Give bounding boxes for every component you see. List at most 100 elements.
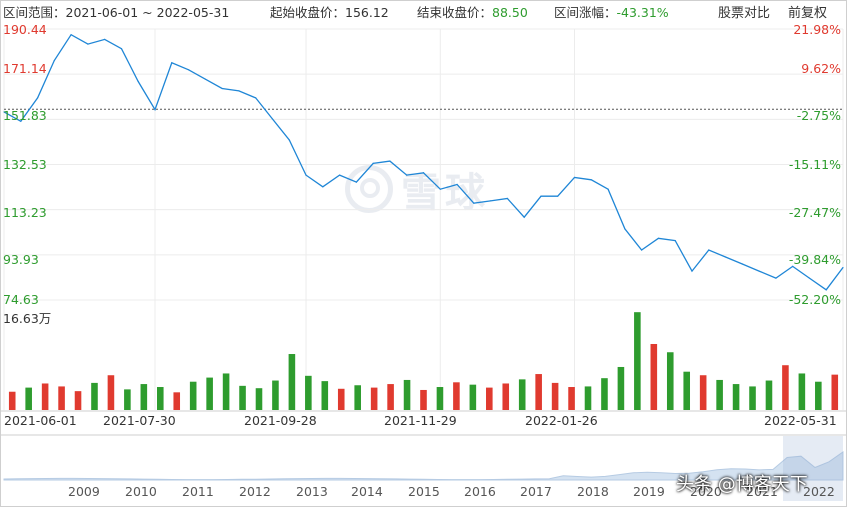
- price-point: [808, 277, 811, 279]
- price-point: [741, 263, 743, 265]
- y-tick-right-4: -27.47%: [788, 205, 841, 220]
- range-sep: ~: [142, 5, 153, 20]
- volume-bar: [41, 383, 49, 410]
- volume-bar: [255, 388, 263, 410]
- volume-bar: [815, 381, 822, 410]
- y-tick-right-5: -39.84%: [788, 252, 841, 267]
- compare-button[interactable]: 股票对比: [718, 6, 771, 21]
- volume-bar: [650, 343, 658, 410]
- price-point: [674, 240, 676, 242]
- volume-max-label: 16.63万: [3, 311, 52, 326]
- price-point: [305, 174, 307, 176]
- y-tick-left-3: 132.53: [3, 157, 47, 172]
- volume-bar: [239, 385, 246, 410]
- price-point: [607, 188, 609, 190]
- price-point: [53, 59, 55, 62]
- nav-year-2016: 2016: [464, 484, 496, 499]
- nav-year-2013: 2013: [296, 484, 328, 499]
- price-point: [691, 270, 693, 272]
- volume-bar: [156, 387, 164, 410]
- y-tick-right-2: -2.75%: [796, 108, 841, 123]
- volume-bar: [601, 378, 608, 410]
- volume-bar: [8, 391, 16, 410]
- volume-bar: [436, 387, 444, 410]
- volume-bar: [25, 387, 32, 410]
- y-tick-right-1: 9.62%: [801, 61, 841, 76]
- volume-bar: [584, 386, 592, 410]
- x-tick-3: 2021-11-29: [384, 413, 457, 428]
- volume-bar: [782, 365, 789, 410]
- range-end: 2022-05-31: [156, 5, 230, 20]
- volume-bar: [189, 381, 197, 410]
- y-tick-left-4: 113.23: [3, 205, 47, 220]
- y-tick-left-5: 93.93: [3, 252, 39, 267]
- price-point: [322, 186, 324, 188]
- volume-bar: [420, 389, 427, 410]
- y-tick-right-3: -15.11%: [788, 157, 841, 172]
- volume-bar: [222, 373, 230, 410]
- nav-year-2009: 2009: [68, 484, 100, 499]
- price-point: [120, 48, 123, 50]
- volume-bar: [617, 366, 625, 410]
- volume-bar: [732, 384, 740, 410]
- price-point: [406, 174, 408, 176]
- x-tick-2: 2021-09-28: [244, 413, 317, 428]
- price-point: [506, 197, 508, 200]
- price-point: [137, 80, 139, 83]
- nav-year-2021: 2021: [746, 484, 778, 499]
- start-close-value: 156.12: [345, 5, 389, 20]
- price-point: [708, 249, 710, 251]
- nav-year-2018: 2018: [577, 484, 609, 499]
- volume-bar: [387, 384, 394, 410]
- volume-bar: [58, 386, 65, 410]
- end-close-info: 结束收盘价：88.50: [417, 2, 528, 21]
- range-info: 区间范围：2021-06-01 ~ 2022-05-31: [3, 2, 229, 21]
- navigator-selection: [783, 436, 843, 501]
- x-tick-4: 2022-01-26: [525, 413, 598, 428]
- price-point: [641, 249, 643, 251]
- y-tick-left-0: 190.44: [3, 22, 47, 37]
- change-info: 区间涨幅：-43.31%: [554, 2, 669, 21]
- price-point: [187, 69, 190, 71]
- change-value: -43.31%: [616, 5, 669, 20]
- volume-bar: [535, 374, 542, 410]
- y-tick-right-6: -52.20%: [788, 292, 841, 307]
- price-point: [339, 174, 341, 176]
- nav-year-2012: 2012: [239, 484, 271, 499]
- price-point: [557, 195, 559, 197]
- nav-year-2020: 2020: [690, 484, 722, 499]
- price-point: [490, 200, 492, 202]
- price-point: [238, 90, 240, 92]
- range-label: 区间范围：: [3, 5, 66, 20]
- volume-bar: [107, 375, 115, 410]
- price-point: [842, 266, 844, 269]
- volume-bar: [206, 377, 213, 410]
- price-point: [221, 87, 223, 90]
- volume-bar: [140, 384, 148, 410]
- volume-bar: [568, 387, 575, 410]
- price-point: [590, 179, 592, 181]
- price-point: [154, 108, 156, 111]
- price-point: [255, 97, 257, 99]
- price-point: [456, 183, 458, 186]
- price-point: [439, 188, 441, 190]
- adjust-button[interactable]: 前复权: [788, 6, 828, 21]
- price-point: [422, 172, 425, 174]
- volume-bar: [453, 382, 460, 410]
- credit-watermark: 头条 @博客天下: [676, 474, 808, 495]
- price-point: [657, 237, 660, 239]
- range-start: 2021-06-01: [65, 5, 139, 20]
- nav-year-2022: 2022: [803, 484, 835, 499]
- price-point: [389, 160, 391, 162]
- volume-bar: [91, 382, 98, 410]
- price-point: [3, 111, 5, 113]
- price-point: [355, 181, 357, 183]
- y-tick-left-2: 151.83: [3, 108, 47, 123]
- volume-bar: [74, 391, 82, 410]
- end-close-value: 88.50: [492, 5, 528, 20]
- end-close-label: 结束收盘价：: [417, 5, 493, 20]
- price-point: [473, 202, 475, 204]
- navigator-area: [3, 451, 844, 481]
